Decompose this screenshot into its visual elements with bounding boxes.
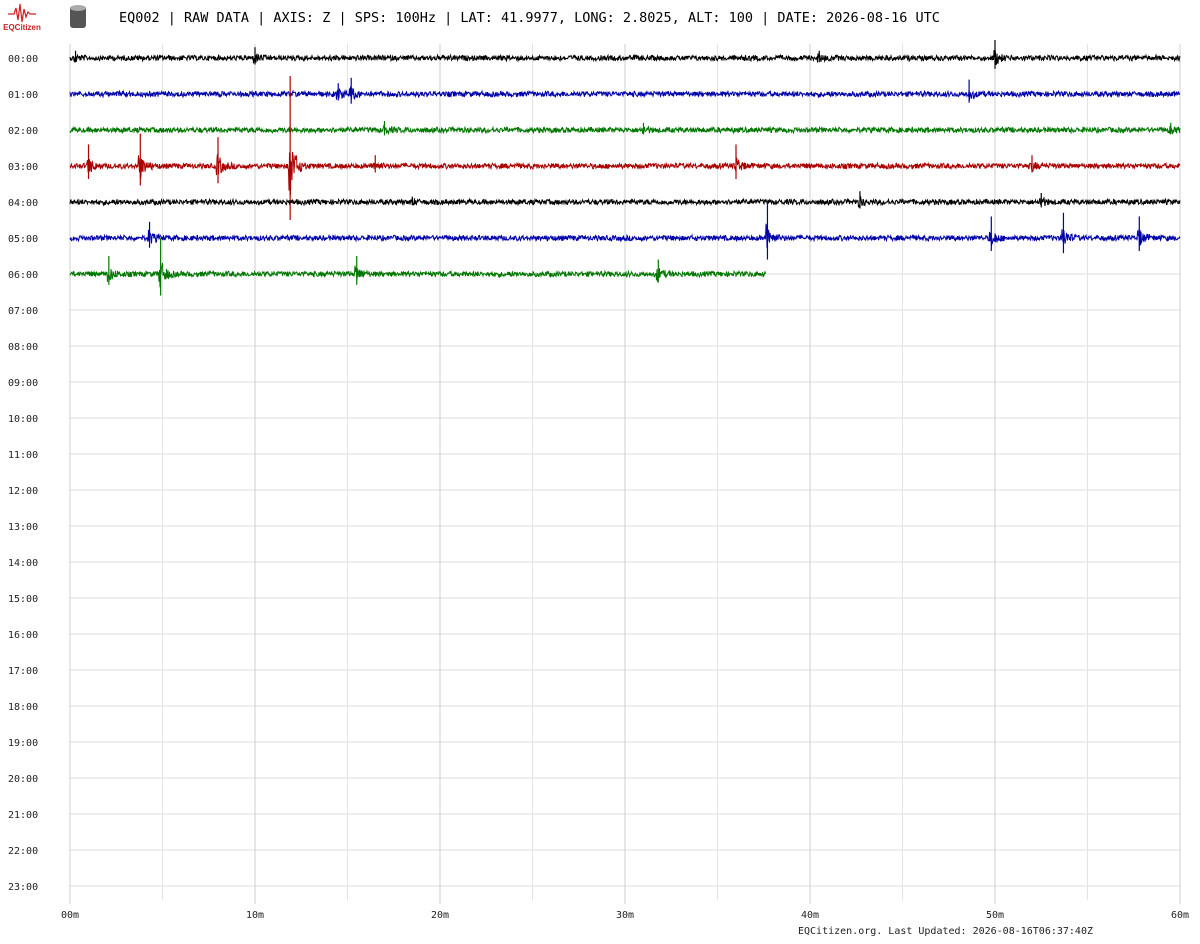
row-label: 23:00 (8, 882, 38, 893)
row-label: 11:00 (8, 450, 38, 461)
row-label: 13:00 (8, 522, 38, 533)
row-label: 01:00 (8, 90, 38, 101)
row-label: 10:00 (8, 414, 38, 425)
grid (69, 44, 1181, 904)
trace (69, 151, 1181, 195)
trace (69, 262, 766, 288)
row-label: 16:00 (8, 630, 38, 641)
trace (69, 124, 1181, 136)
trace (69, 223, 1181, 248)
row-label: 02:00 (8, 126, 38, 137)
row-label: 15:00 (8, 594, 38, 605)
trace (69, 196, 1181, 208)
row-label: 17:00 (8, 666, 38, 677)
row-label: 05:00 (8, 234, 38, 245)
x-tick-label: 60m (1171, 910, 1189, 921)
x-tick-label: 10m (246, 910, 264, 921)
trace (69, 85, 1181, 101)
row-label: 19:00 (8, 738, 38, 749)
chart-title: EQ002 | RAW DATA | AXIS: Z | SPS: 100Hz … (119, 10, 940, 26)
logo: EQCitizen (3, 3, 86, 32)
row-label: 09:00 (8, 378, 38, 389)
row-label: 03:00 (8, 162, 38, 173)
row-label: 06:00 (8, 270, 38, 281)
x-tick-label: 20m (431, 910, 449, 921)
row-label: 21:00 (8, 810, 38, 821)
row-label: 12:00 (8, 486, 38, 497)
sensor-icon-top (70, 5, 86, 11)
x-tick-label: 30m (616, 910, 634, 921)
x-tick-label: 50m (986, 910, 1004, 921)
x-tick-label: 00m (61, 910, 79, 921)
row-label: 18:00 (8, 702, 38, 713)
row-label: 08:00 (8, 342, 38, 353)
footer: EQCitizen.org. Last Updated: 2026-08-16T… (798, 926, 1093, 937)
row-label: 07:00 (8, 306, 38, 317)
logo-text: EQCitizen (3, 23, 41, 32)
row-label: 00:00 (8, 54, 38, 65)
logo-wave (8, 3, 36, 23)
row-label: 14:00 (8, 558, 38, 569)
sensor-icon (70, 6, 86, 28)
row-label: 22:00 (8, 846, 38, 857)
x-tick-label: 40m (801, 910, 819, 921)
row-label: 20:00 (8, 774, 38, 785)
row-label: 04:00 (8, 198, 38, 209)
